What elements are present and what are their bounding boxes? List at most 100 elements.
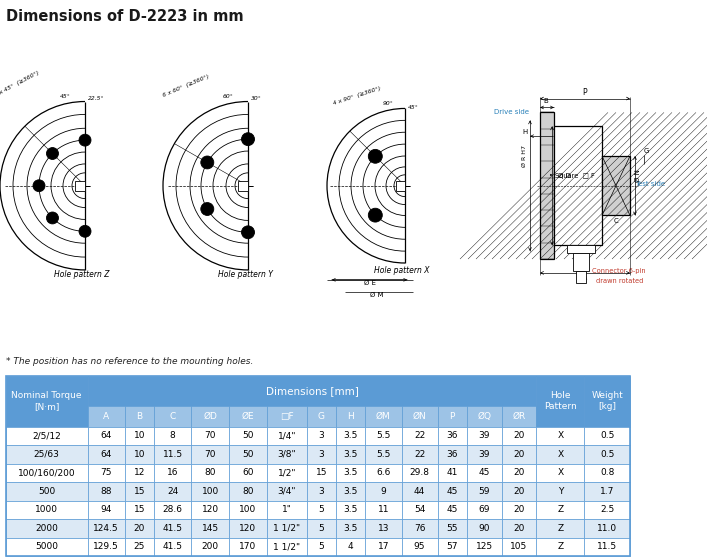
Bar xyxy=(6,463,88,482)
Bar xyxy=(467,445,502,463)
Circle shape xyxy=(368,208,382,222)
Bar xyxy=(573,253,589,271)
Bar xyxy=(154,445,192,463)
Text: Hole pattern X: Hole pattern X xyxy=(374,266,430,275)
Bar xyxy=(6,501,88,519)
Text: ØM: ØM xyxy=(376,412,391,421)
Bar xyxy=(502,501,537,519)
Text: 4 x 90°  (≥360°): 4 x 90° (≥360°) xyxy=(332,86,382,106)
Bar xyxy=(366,406,402,427)
Circle shape xyxy=(79,225,91,237)
Text: 54: 54 xyxy=(414,505,426,514)
Bar xyxy=(192,482,229,501)
Text: 4: 4 xyxy=(348,542,354,551)
Text: 22: 22 xyxy=(414,450,425,459)
Bar xyxy=(366,519,402,538)
Text: 30°: 30° xyxy=(251,96,262,101)
Bar xyxy=(467,538,502,556)
Bar xyxy=(537,427,585,445)
Bar xyxy=(124,445,154,463)
Bar xyxy=(267,538,307,556)
Text: 70: 70 xyxy=(204,432,216,440)
Bar xyxy=(438,482,467,501)
Text: 1 1/2": 1 1/2" xyxy=(273,524,300,533)
Bar xyxy=(438,501,467,519)
Text: Ø M: Ø M xyxy=(370,292,384,298)
Bar xyxy=(267,463,307,482)
Text: 3/8": 3/8" xyxy=(277,450,296,459)
Bar xyxy=(6,427,88,445)
Text: 8 x 45°  (≥360°): 8 x 45° (≥360°) xyxy=(0,70,40,98)
Text: 1/4": 1/4" xyxy=(277,432,296,440)
Circle shape xyxy=(33,180,45,192)
Text: 15: 15 xyxy=(134,505,145,514)
Text: 2.5: 2.5 xyxy=(600,505,614,514)
Text: 88: 88 xyxy=(100,487,112,496)
Bar xyxy=(336,482,366,501)
Text: 145: 145 xyxy=(201,524,218,533)
Text: 3: 3 xyxy=(319,487,325,496)
Text: 25/63: 25/63 xyxy=(34,450,59,459)
Text: 500: 500 xyxy=(38,487,55,496)
Text: Hole pattern Z: Hole pattern Z xyxy=(54,270,110,279)
Text: • Square  □ F: • Square □ F xyxy=(549,173,595,179)
Text: 15: 15 xyxy=(134,487,145,496)
Text: Dimensions [mm]: Dimensions [mm] xyxy=(266,386,358,396)
Text: 3.5: 3.5 xyxy=(344,432,358,440)
Text: 20: 20 xyxy=(513,468,525,477)
Text: H: H xyxy=(522,129,527,135)
Bar xyxy=(88,376,537,406)
Text: 11.5: 11.5 xyxy=(163,450,182,459)
Text: * The position has no reference to the mounting holes.: * The position has no reference to the m… xyxy=(6,357,253,366)
Bar xyxy=(502,427,537,445)
Text: 45: 45 xyxy=(479,468,490,477)
Text: 80: 80 xyxy=(242,487,254,496)
Text: Test side: Test side xyxy=(635,181,665,187)
Text: 22: 22 xyxy=(414,432,425,440)
Circle shape xyxy=(47,212,59,224)
Bar xyxy=(307,463,336,482)
Bar xyxy=(229,482,267,501)
Text: 5000: 5000 xyxy=(35,542,58,551)
Bar xyxy=(537,463,585,482)
Text: 5: 5 xyxy=(319,524,325,533)
Bar xyxy=(366,463,402,482)
Text: 17: 17 xyxy=(378,542,389,551)
Text: 70: 70 xyxy=(204,450,216,459)
Text: 124.5: 124.5 xyxy=(93,524,119,533)
Text: Hole pattern Y: Hole pattern Y xyxy=(218,270,272,279)
Bar xyxy=(467,482,502,501)
Text: Ø R H7: Ø R H7 xyxy=(522,145,527,167)
Circle shape xyxy=(201,202,214,215)
Text: Nominal Torque
[N·m]: Nominal Torque [N·m] xyxy=(11,391,82,411)
Text: 3.5: 3.5 xyxy=(344,505,358,514)
Circle shape xyxy=(242,132,255,145)
Text: Weight
[kg]: Weight [kg] xyxy=(591,391,623,411)
Text: 44: 44 xyxy=(414,487,425,496)
Bar xyxy=(502,463,537,482)
Bar xyxy=(336,538,366,556)
Text: 10: 10 xyxy=(134,432,145,440)
Bar xyxy=(88,482,124,501)
Bar xyxy=(537,538,585,556)
Bar xyxy=(585,501,630,519)
Bar xyxy=(267,406,307,427)
Text: 5.5: 5.5 xyxy=(376,450,390,459)
Bar xyxy=(402,427,438,445)
Bar xyxy=(88,501,124,519)
Text: 1 1/2": 1 1/2" xyxy=(273,542,300,551)
Bar xyxy=(307,427,336,445)
Text: 64: 64 xyxy=(100,450,112,459)
Text: 5: 5 xyxy=(319,505,325,514)
Text: G: G xyxy=(318,412,325,421)
Text: Z: Z xyxy=(557,505,563,514)
Bar xyxy=(229,427,267,445)
Text: 36: 36 xyxy=(447,432,458,440)
Text: 5: 5 xyxy=(319,542,325,551)
Bar xyxy=(402,519,438,538)
Text: X: X xyxy=(557,450,563,459)
Circle shape xyxy=(201,156,214,169)
Text: 12: 12 xyxy=(134,468,145,477)
Bar xyxy=(336,463,366,482)
Bar xyxy=(88,427,124,445)
